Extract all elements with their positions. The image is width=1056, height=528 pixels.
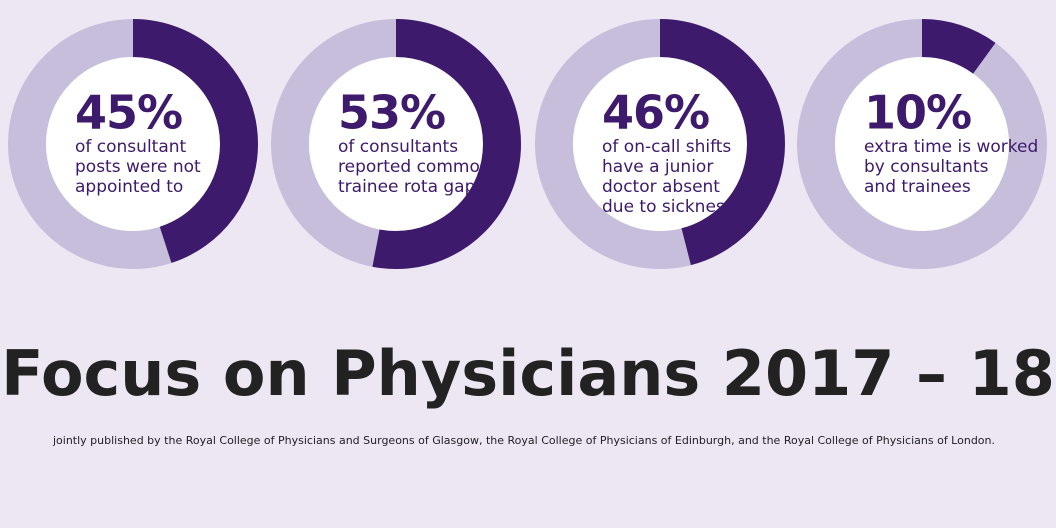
caption-line: of on-call shifts — [602, 137, 731, 157]
value-label: 45% — [75, 86, 182, 140]
donut-center — [835, 57, 1009, 231]
value-label: 53% — [338, 86, 445, 140]
donut-center — [46, 57, 220, 231]
caption-line: by consultants — [864, 157, 989, 177]
caption-line: doctor absent — [602, 177, 720, 197]
caption-line: of consultants — [338, 137, 458, 157]
caption-line: have a junior — [602, 157, 713, 177]
donut-arc — [271, 19, 521, 269]
donut-arc — [535, 19, 785, 269]
caption-line: due to sickness — [602, 197, 734, 217]
caption-line: posts were not — [75, 157, 201, 177]
caption-line: and trainees — [864, 177, 971, 197]
donut-arc — [797, 19, 1047, 269]
caption-line: of consultant — [75, 137, 187, 157]
caption-line: appointed to — [75, 177, 183, 197]
title: Focus on Physicians 2017 – 18 — [1, 337, 1055, 410]
caption-line: reported common — [338, 157, 491, 177]
value-label: 46% — [602, 86, 709, 140]
caption-line: extra time is worked — [864, 137, 1038, 157]
subtitle: jointly published by the Royal College o… — [52, 434, 995, 447]
value-label: 10% — [864, 86, 971, 140]
donut-arc — [8, 19, 258, 269]
donut-center — [309, 57, 483, 231]
donut-center — [573, 57, 747, 231]
caption-line: trainee rota gaps — [338, 177, 484, 197]
